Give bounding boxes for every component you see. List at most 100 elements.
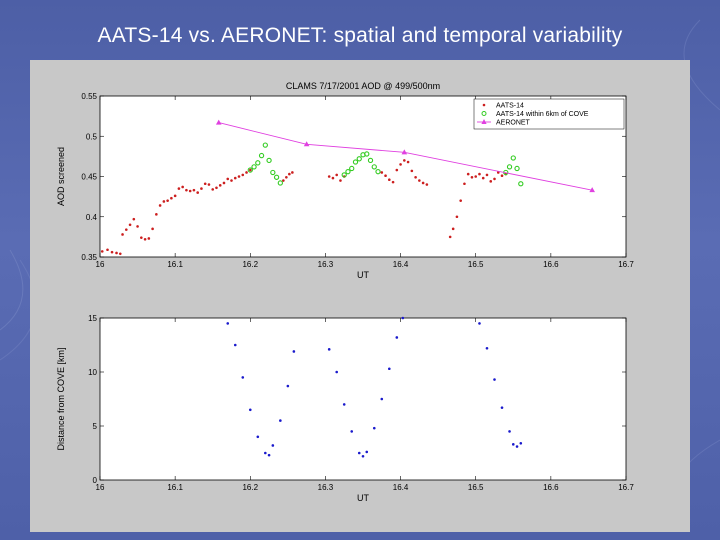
distance-point — [264, 451, 267, 455]
aats14-point — [403, 159, 406, 162]
aats14-point — [207, 183, 211, 186]
figure-svg: 16 16.1 16.2 16.3 16.4 16.5 16.6 16.7 0.35 0.4 0.4… — [56, 81, 634, 503]
aats14-point — [196, 191, 199, 194]
aats14-point — [200, 187, 203, 190]
aats14-near-cove-point — [518, 181, 524, 187]
aats14-point — [395, 168, 399, 172]
aats14-near-cove-point — [258, 152, 265, 159]
y-axis-label: AOD screened — [56, 147, 66, 206]
aats14-point — [384, 174, 387, 177]
distance-point — [372, 426, 376, 430]
aats14-point — [203, 182, 207, 186]
aats14-point — [100, 250, 104, 253]
aeronet-point — [401, 149, 408, 155]
aats14-near-cove-point — [371, 164, 377, 170]
aats14-point — [185, 188, 188, 192]
aats14-point — [233, 176, 237, 180]
distance-point — [357, 451, 361, 455]
distance-point — [286, 384, 290, 388]
aats14-point — [451, 227, 455, 231]
x-tick-label: 16.7 — [618, 260, 634, 269]
aats14-point — [166, 199, 169, 202]
aats14-point — [388, 178, 391, 182]
aats14-point — [188, 189, 192, 193]
aats14-point — [474, 175, 478, 178]
aats14-point — [241, 173, 245, 177]
aats14-point — [151, 227, 154, 231]
aats14-point — [140, 236, 143, 239]
distance-point — [248, 408, 252, 412]
aats14-point — [170, 196, 173, 200]
aats14-point — [288, 172, 291, 176]
legend-label: AATS-14 within 6km of COVE — [496, 111, 589, 118]
aats14-point — [215, 186, 218, 190]
aats14-point — [121, 233, 124, 236]
distance-point — [485, 346, 489, 350]
legend-marker-aeronet — [481, 119, 487, 124]
distance-point — [478, 322, 481, 325]
aats14-point — [391, 180, 395, 184]
aats14-point — [177, 187, 181, 190]
aats14-point — [418, 179, 421, 182]
aats14-point — [380, 171, 384, 174]
x-tick-label: 16.1 — [167, 260, 183, 269]
y-axis-label: Distance from COVE [km] — [56, 347, 66, 450]
aeronet-point — [215, 119, 222, 125]
aats14-point — [128, 223, 132, 227]
aats14-near-cove-point — [345, 169, 351, 175]
aats14-near-cove-point — [510, 155, 516, 161]
x-tick-label: 16.3 — [318, 483, 334, 492]
y-tick-label: 0.45 — [81, 173, 97, 182]
aats14-near-cove-point — [266, 157, 272, 164]
aats14-near-cove-point — [356, 156, 362, 162]
distance-point — [279, 419, 282, 422]
x-tick-label: 16.1 — [167, 483, 183, 492]
aats14-point — [181, 185, 184, 189]
distance-point — [401, 316, 405, 320]
aats14-point — [421, 181, 425, 185]
aats14-point — [459, 199, 462, 202]
aats14-point — [125, 228, 128, 231]
plot-frame — [99, 317, 627, 481]
aats14-point — [155, 213, 158, 216]
aats14-point — [285, 176, 288, 179]
aats14-point — [222, 181, 226, 185]
aats14-point — [106, 248, 109, 252]
aats14-point — [115, 251, 118, 255]
aats14-near-cove-point — [262, 142, 268, 148]
x-tick-label: 16.2 — [242, 260, 258, 269]
distance-point — [292, 350, 296, 353]
distance-point — [395, 336, 399, 339]
y-tick-label: 5 — [93, 422, 98, 431]
aats14-point — [339, 179, 342, 182]
aats14-point — [192, 188, 196, 192]
distance-point — [388, 367, 391, 371]
x-tick-label: 16.3 — [318, 260, 334, 269]
distance-point — [226, 322, 230, 325]
x-tick-label: 16.5 — [468, 483, 484, 492]
aats14-point — [489, 180, 493, 183]
x-tick-label: 16.6 — [543, 260, 559, 269]
aats14-point — [226, 177, 230, 181]
figure-panel: 16 16.1 16.2 16.3 16.4 16.5 16.6 16.7 0.35 0.4 0.4… — [30, 60, 690, 532]
aats14-point — [282, 179, 285, 182]
aats14-point — [248, 168, 252, 172]
aats14-point — [291, 171, 294, 174]
aats14-point — [331, 176, 335, 180]
aats14-point — [327, 175, 331, 178]
aats14-point — [478, 172, 481, 176]
distance-point — [256, 435, 260, 439]
distance-point — [271, 444, 275, 447]
aats14-point — [455, 215, 459, 219]
aats14-near-cove-point — [251, 164, 257, 170]
aats14-point — [173, 194, 177, 198]
aeronet-point — [303, 141, 310, 147]
x-tick-label: 16.7 — [618, 483, 634, 492]
aats14-point — [500, 174, 504, 177]
aats14-near-cove-point — [277, 180, 283, 186]
aats14-near-cove-point — [352, 159, 359, 165]
plot2-background — [100, 318, 626, 480]
distance-point — [519, 441, 523, 445]
aeronet-point — [589, 187, 595, 193]
aats14-point — [414, 176, 417, 179]
